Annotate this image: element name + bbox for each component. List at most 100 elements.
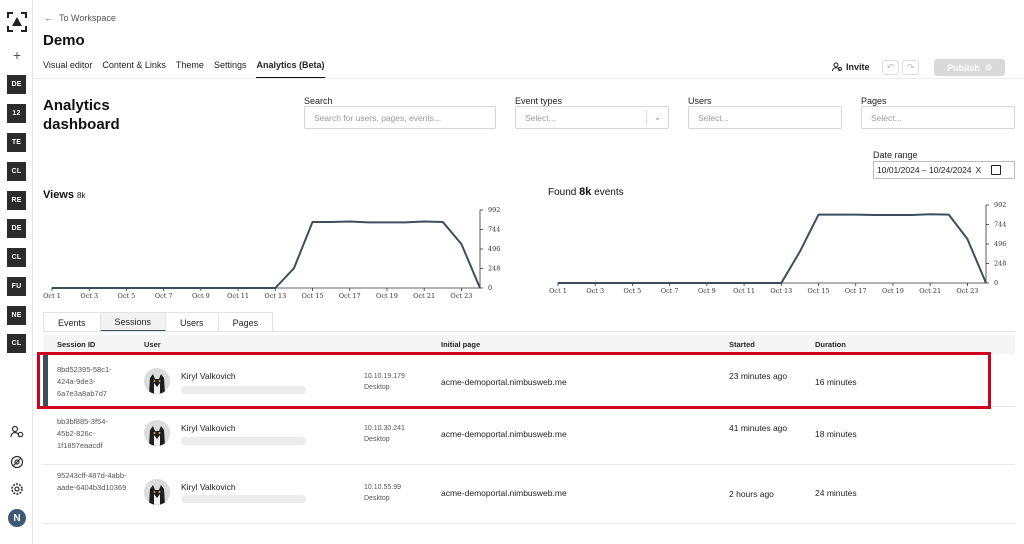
search-label: Search xyxy=(304,96,333,106)
subtab-pages[interactable]: Pages xyxy=(218,312,274,332)
series-line xyxy=(52,220,481,289)
subtab-events[interactable]: Events xyxy=(43,312,101,332)
initial-page[interactable]: acme-demoportal.nimbusweb.me xyxy=(441,488,567,498)
data-point xyxy=(293,267,295,269)
col-duration[interactable]: Duration xyxy=(815,340,846,349)
event-types-placeholder: Select... xyxy=(525,112,556,123)
redacted-email xyxy=(181,386,306,394)
tab-analytics[interactable]: Analytics (Beta) xyxy=(256,60,325,79)
tab-visual-editor[interactable]: Visual editor xyxy=(43,60,93,70)
rail-item-1[interactable]: DE xyxy=(7,75,26,94)
date-range-input[interactable]: 10/01/2024 – 10/24/2024 X xyxy=(873,161,1015,179)
events-count: 8k xyxy=(579,186,592,198)
rail-item-6[interactable]: DE xyxy=(7,219,26,238)
ip-address: 10.10.30.241 xyxy=(364,425,405,432)
table-row[interactable]: bb3bf885-3f54-45b2-826c-1f1857eaacdf Kir… xyxy=(43,410,1015,465)
event-types-label: Event types xyxy=(515,96,563,106)
table-header: Session ID User Initial page Started Dur… xyxy=(43,335,1015,354)
publish-button[interactable]: Publish xyxy=(934,59,1005,76)
x-tick-label: Oct 11 xyxy=(733,287,755,295)
rail-item-10[interactable]: CL xyxy=(7,334,26,353)
gear-icon[interactable] xyxy=(10,482,24,496)
user-ip-device: 10.10.19.179 Desktop xyxy=(364,371,405,393)
user-ip-device: 10.10.55.99 Desktop xyxy=(364,482,401,504)
x-tick-label: Oct 15 xyxy=(808,287,830,295)
events-chart: 0 248 496 744 992 Oct 1 Oct 3 Oct 5 Oct 7 Oct 9 Oc… xyxy=(549,201,1006,295)
subtab-users[interactable]: Users xyxy=(166,312,219,332)
initial-page[interactable]: acme-demoportal.nimbusweb.me xyxy=(441,429,567,439)
event-types-select[interactable]: Select... ⌄ xyxy=(515,106,669,129)
data-point xyxy=(218,287,221,289)
data-point xyxy=(460,243,462,245)
data-point xyxy=(892,214,894,216)
rail-item-7[interactable]: CL xyxy=(7,248,26,267)
data-point xyxy=(724,282,727,284)
x-tick-label: Oct 11 xyxy=(227,292,249,300)
tab-theme[interactable]: Theme xyxy=(175,60,204,70)
device-type: Desktop xyxy=(364,495,390,502)
table-row[interactable]: 95243cff-487d-4abb-aade-6404b3d10369 Kir… xyxy=(43,466,1015,524)
y-tick-label: 248 xyxy=(488,265,500,273)
clear-date-button[interactable]: X xyxy=(975,165,982,175)
invite-button[interactable]: Invite xyxy=(832,62,870,72)
data-point xyxy=(817,213,820,216)
redacted-email xyxy=(181,495,306,503)
undo-icon: ↶ xyxy=(886,62,895,72)
col-initial-page[interactable]: Initial page xyxy=(441,340,481,349)
search-placeholder: Search for users, pages, events... xyxy=(314,112,442,123)
ip-address: 10.10.55.99 xyxy=(364,484,401,491)
redacted-email xyxy=(181,437,306,445)
rail-item-8[interactable]: FU xyxy=(7,277,26,296)
data-point xyxy=(311,221,314,223)
data-point xyxy=(985,282,987,284)
session-id: bb3bf885-3f54-45b2-826c-1f1857eaacdf xyxy=(57,417,108,450)
col-user[interactable]: User xyxy=(144,340,161,349)
user-avatar[interactable]: N xyxy=(8,509,26,527)
app-logo-icon[interactable] xyxy=(7,12,27,32)
search-input[interactable]: Search for users, pages, events... xyxy=(304,106,496,129)
rail-item-2[interactable]: 12 xyxy=(7,104,26,123)
duration: 24 minutes xyxy=(815,488,857,498)
data-point xyxy=(762,282,764,284)
col-started[interactable]: Started xyxy=(729,340,755,349)
undo-button[interactable]: ↶ xyxy=(882,60,899,75)
table-row[interactable]: 8bd52395-58c1-424a-9de3-6a7e3a8ab7d7 Kir… xyxy=(43,355,1015,407)
x-tick-label: Oct 1 xyxy=(549,287,567,295)
rail-item-3[interactable]: TE xyxy=(7,133,26,152)
device-type: Desktop xyxy=(364,384,390,391)
data-point xyxy=(88,287,90,289)
users-select[interactable]: Select... xyxy=(688,106,842,129)
y-tick-label: 744 xyxy=(488,226,500,234)
y-tick-label: 496 xyxy=(488,245,500,253)
team-icon[interactable] xyxy=(10,425,24,439)
redo-button[interactable]: ↷ xyxy=(902,60,919,75)
arrow-left-icon: ← xyxy=(44,13,53,23)
data-point xyxy=(200,287,202,289)
tab-content-links[interactable]: Content & Links xyxy=(102,60,166,70)
back-to-workspace-link[interactable]: ← To Workspace xyxy=(44,13,116,23)
rail-item-5[interactable]: RE xyxy=(7,191,26,210)
data-point xyxy=(557,282,559,284)
col-session-id[interactable]: Session ID xyxy=(57,340,96,349)
data-point xyxy=(910,214,913,216)
tab-settings[interactable]: Settings xyxy=(213,60,247,70)
data-point xyxy=(706,282,708,284)
data-point xyxy=(836,213,838,216)
initial-page[interactable]: acme-demoportal.nimbusweb.me xyxy=(441,377,567,387)
rail-item-4[interactable]: CL xyxy=(7,162,26,181)
data-point xyxy=(576,282,578,284)
pages-select[interactable]: Select... xyxy=(861,106,1015,129)
x-tick-label: Oct 17 xyxy=(845,287,867,295)
x-tick-label: Oct 13 xyxy=(264,292,286,300)
subtab-sessions[interactable]: Sessions xyxy=(100,312,167,332)
add-icon[interactable]: + xyxy=(12,47,22,63)
data-point xyxy=(743,282,745,284)
analytics-icon[interactable] xyxy=(10,455,24,469)
user-avatar-cat xyxy=(144,368,170,394)
x-tick-label: Oct 3 xyxy=(80,292,98,300)
x-tick-label: Oct 19 xyxy=(882,287,904,295)
data-point xyxy=(256,287,258,289)
header-divider xyxy=(33,78,1024,79)
rail-item-9[interactable]: NE xyxy=(7,306,26,325)
calendar-icon[interactable] xyxy=(991,165,1002,175)
